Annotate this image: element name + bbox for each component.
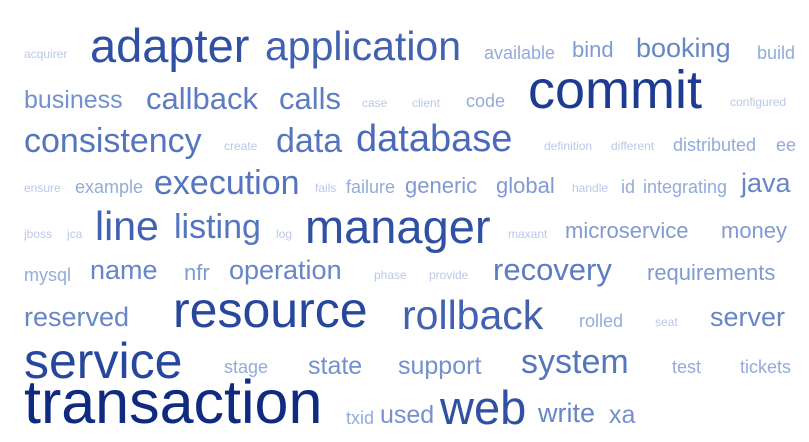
word-ee[interactable]: ee	[776, 135, 797, 155]
word-ensure[interactable]: ensure	[24, 181, 61, 195]
word-line[interactable]: line	[95, 203, 159, 249]
word-fails[interactable]: fails	[315, 181, 337, 195]
word-provide[interactable]: provide	[429, 268, 469, 282]
word-generic[interactable]: generic	[405, 173, 478, 198]
word-jca[interactable]: jca	[67, 227, 83, 241]
word-system[interactable]: system	[521, 343, 629, 381]
word-log[interactable]: log	[276, 227, 293, 241]
word-application[interactable]: application	[265, 23, 462, 69]
word-consistency[interactable]: consistency	[24, 122, 202, 160]
word-txid[interactable]: txid	[346, 408, 375, 428]
word-data[interactable]: data	[276, 122, 343, 160]
word-integrating[interactable]: integrating	[643, 177, 728, 197]
word-maxant[interactable]: maxant	[508, 227, 548, 241]
word-execution[interactable]: execution	[154, 164, 300, 202]
word-recovery[interactable]: recovery	[493, 252, 612, 287]
word-transaction[interactable]: transaction	[24, 368, 323, 436]
word-server[interactable]: server	[710, 302, 786, 332]
word-service[interactable]: service	[24, 333, 183, 389]
word-support[interactable]: support	[398, 352, 482, 380]
word-java[interactable]: java	[741, 168, 791, 198]
word-mysql[interactable]: mysql	[24, 265, 72, 285]
word-manager[interactable]: manager	[305, 200, 491, 253]
word-case[interactable]: case	[362, 96, 388, 110]
word-nfr[interactable]: nfr	[184, 260, 210, 285]
word-web[interactable]: web	[440, 381, 527, 434]
word-create[interactable]: create	[224, 139, 258, 153]
word-microservice[interactable]: microservice	[565, 218, 689, 243]
word-adapter[interactable]: adapter	[90, 19, 250, 72]
word-definition[interactable]: definition	[544, 139, 593, 153]
word-money[interactable]: money	[721, 218, 788, 243]
word-bind[interactable]: bind	[572, 37, 614, 62]
word-test[interactable]: test	[672, 357, 702, 377]
word-client[interactable]: client	[412, 96, 441, 110]
word-booking[interactable]: booking	[636, 33, 731, 63]
word-different[interactable]: different	[611, 139, 655, 153]
word-seat[interactable]: seat	[655, 315, 678, 329]
word-database[interactable]: database	[356, 118, 513, 160]
word-name[interactable]: name	[90, 255, 158, 285]
word-acquirer[interactable]: acquirer	[24, 47, 68, 61]
word-requirements[interactable]: requirements	[647, 260, 776, 285]
word-commit[interactable]: commit	[528, 60, 702, 120]
word-tickets[interactable]: tickets	[740, 357, 792, 377]
word-build[interactable]: build	[757, 43, 796, 63]
word-available[interactable]: available	[484, 43, 556, 63]
word-calls[interactable]: calls	[279, 81, 342, 116]
word-rollback[interactable]: rollback	[402, 292, 544, 338]
word-write[interactable]: write	[538, 398, 596, 428]
word-distributed[interactable]: distributed	[673, 135, 757, 155]
word-handle[interactable]: handle	[572, 181, 609, 195]
word-jboss[interactable]: jboss	[24, 227, 53, 241]
word-used[interactable]: used	[380, 401, 435, 429]
word-resource[interactable]: resource	[173, 282, 368, 338]
word-phase[interactable]: phase	[374, 268, 407, 282]
word-listing[interactable]: listing	[174, 208, 261, 246]
word-code[interactable]: code	[466, 91, 506, 111]
word-example[interactable]: example	[75, 177, 144, 197]
word-state[interactable]: state	[308, 352, 363, 380]
word-configured[interactable]: configured	[730, 95, 787, 109]
word-callback[interactable]: callback	[146, 81, 258, 116]
word-xa[interactable]: xa	[609, 401, 636, 429]
word-stage[interactable]: stage	[224, 357, 269, 377]
word-reserved[interactable]: reserved	[24, 302, 130, 332]
word-business[interactable]: business	[24, 86, 123, 114]
word-global[interactable]: global	[496, 173, 555, 198]
word-failure[interactable]: failure	[346, 177, 396, 197]
word-id[interactable]: id	[621, 177, 636, 197]
word-rolled[interactable]: rolled	[579, 311, 624, 331]
word-operation[interactable]: operation	[229, 255, 342, 285]
